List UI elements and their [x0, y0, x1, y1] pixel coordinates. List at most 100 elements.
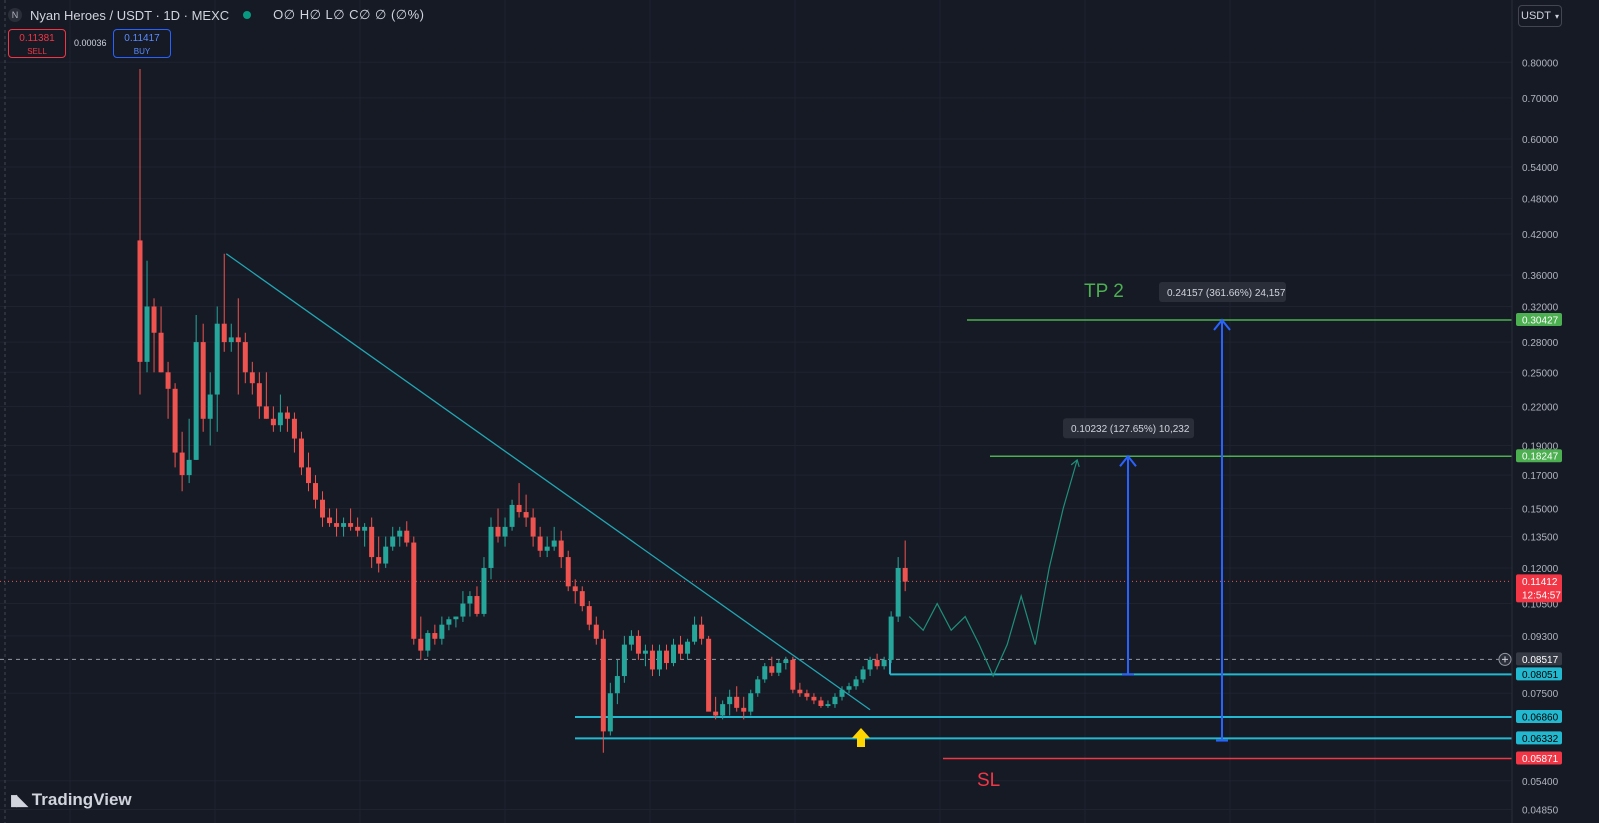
candles	[137, 69, 908, 753]
candle-body	[860, 669, 866, 680]
chart-header: N Nyan Heroes / USDT · 1D · MEXC O∅ H∅ L…	[8, 6, 424, 24]
candle-body	[193, 342, 199, 460]
candle-body	[291, 418, 297, 439]
candle-body	[158, 332, 164, 373]
candle-body	[685, 641, 691, 654]
candle-body	[811, 696, 817, 701]
candle-body	[614, 676, 620, 694]
candle-body	[600, 638, 606, 732]
currency-label: USDT	[1521, 10, 1551, 22]
candle-body	[565, 557, 571, 587]
chart-annotations: TP 2 SL	[852, 281, 1124, 791]
tradingview-logo[interactable]: ▮◣ TradingView	[10, 790, 132, 810]
candle-body	[320, 499, 326, 518]
tradingview-logo-icon: ▮◣	[10, 792, 28, 809]
price-tick-label: 0.28000	[1522, 338, 1559, 349]
candle-body	[649, 650, 655, 670]
candle-body	[516, 504, 522, 513]
candle-body	[551, 540, 557, 547]
candle-body	[404, 530, 410, 543]
candle-body	[523, 512, 529, 518]
candle-body	[888, 616, 894, 660]
candle-body	[502, 526, 508, 537]
candle-body	[200, 342, 206, 419]
candle-body	[298, 438, 304, 468]
current-price-tag-label: 0.11412	[1522, 577, 1558, 588]
crosshair-price-tag-label: 0.08517	[1522, 655, 1559, 666]
candle-body	[656, 650, 662, 670]
symbol-icon[interactable]: N	[8, 8, 22, 22]
projection-layer	[908, 458, 1080, 678]
candle-body	[825, 704, 831, 706]
price-tick-label: 0.70000	[1522, 94, 1559, 105]
candle-body	[664, 650, 669, 664]
sell-price: 0.11381	[19, 33, 55, 44]
candle-body	[853, 679, 859, 687]
candle-body	[277, 412, 283, 426]
candle-body	[537, 536, 543, 551]
candle-body	[846, 686, 852, 690]
candle-body	[635, 635, 641, 654]
candle-body	[776, 663, 782, 673]
candle-body	[727, 696, 733, 705]
price-tick-label: 0.48000	[1522, 194, 1559, 205]
buy-label: BUY	[133, 47, 151, 56]
candle-body	[207, 394, 213, 419]
candle-body	[362, 526, 368, 531]
entry-level-tag-label: 0.08051	[1522, 670, 1559, 681]
price-tick-label: 0.12000	[1522, 564, 1559, 575]
price-tick-label: 0.10500	[1522, 600, 1559, 611]
candle-body	[425, 633, 431, 651]
stop-loss-level-tag-label: 0.05871	[1522, 754, 1559, 765]
measure-tp2-arrow-icon	[1213, 318, 1231, 331]
candle-body	[432, 633, 438, 639]
candle-body	[242, 342, 248, 373]
candle-body	[783, 659, 789, 664]
candle-body	[593, 624, 599, 639]
price-tick-label: 0.07500	[1522, 689, 1559, 700]
candle-body	[762, 666, 768, 680]
candle-body	[692, 624, 698, 642]
sl-annotation: SL	[977, 770, 1000, 791]
candle-body	[790, 659, 796, 690]
candle-body	[397, 530, 403, 537]
candle-body	[418, 638, 424, 651]
price-tick-label: 0.05400	[1522, 777, 1559, 788]
stop-loss-level-tag	[1516, 751, 1562, 765]
current-price-countdown: 12:54:57	[1522, 590, 1561, 601]
candle-body	[144, 306, 150, 362]
buy-button[interactable]: 0.11417 BUY	[113, 29, 171, 58]
candle-body	[137, 240, 143, 362]
candle-body	[270, 418, 276, 426]
candle-body	[235, 337, 241, 343]
chevron-down-icon: ▾	[1554, 11, 1559, 21]
current-price-tag	[1516, 574, 1562, 603]
candle-body	[671, 644, 677, 664]
candle-body	[488, 526, 494, 568]
axis-price-labels: 0.30427 0.18247 0.08051 0.06860 0.06332 0.058…	[1498, 312, 1562, 765]
candle-body	[713, 711, 719, 716]
candle-body	[495, 526, 501, 537]
candle-body	[327, 517, 333, 524]
candle-body	[474, 596, 480, 614]
candle-body	[348, 523, 354, 527]
crosshair-price-tag	[1516, 652, 1562, 666]
currency-button[interactable]: USDT ▾	[1518, 5, 1562, 27]
candle-body	[628, 635, 634, 645]
candle-body	[755, 679, 761, 694]
support-level-2-tag-label: 0.06332	[1522, 734, 1559, 745]
candle-body	[334, 523, 340, 527]
candle-body	[509, 504, 515, 527]
candle-body	[214, 323, 220, 395]
ohlc-readout: O∅ H∅ L∅ C∅ ∅ (∅%)	[273, 7, 425, 22]
symbol-title[interactable]: Nyan Heroes / USDT · 1D · MEXC	[30, 7, 230, 23]
horizontal-levels	[0, 319, 1512, 760]
sell-button[interactable]: 0.11381 SELL	[8, 29, 66, 58]
measure-tp1-label: 0.10232 (127.65%) 10,232	[1071, 424, 1190, 435]
candle-body	[376, 557, 382, 564]
candle-body	[453, 616, 459, 620]
price-tick-label: 0.80000	[1522, 58, 1559, 69]
support-level-1-tag	[1516, 710, 1562, 724]
trendline	[225, 253, 871, 711]
